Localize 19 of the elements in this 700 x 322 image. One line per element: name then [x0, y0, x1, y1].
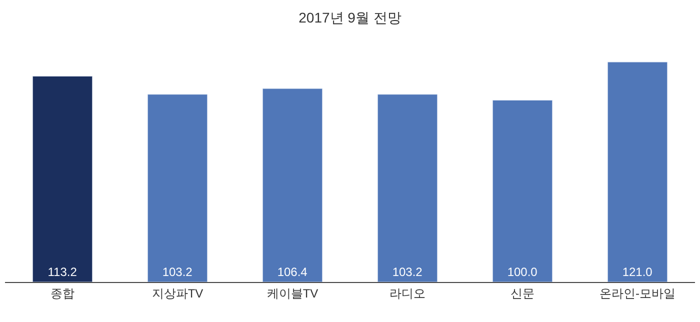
data-label: 100.0: [507, 265, 538, 279]
bar: [607, 62, 668, 282]
data-label: 113.2: [48, 265, 78, 279]
data-label: 103.2: [392, 265, 423, 279]
x-tick-label: 온라인-모바일: [600, 286, 676, 300]
bar: [32, 76, 93, 282]
x-tick-label: 라디오: [390, 286, 426, 300]
data-label: 121.0: [622, 265, 653, 279]
bar: [262, 88, 323, 282]
x-tick-label: 종합: [50, 286, 74, 300]
data-label: 103.2: [162, 265, 193, 279]
bar: [377, 94, 438, 282]
data-label: 106.4: [277, 265, 308, 279]
chart-title: 2017년 9월 전망: [298, 10, 402, 26]
bar: [492, 100, 553, 282]
bar: [147, 94, 208, 282]
x-tick-label: 케이블TV: [266, 286, 318, 300]
x-tick-label: 지상파TV: [152, 286, 204, 300]
x-tick-label: 신문: [510, 286, 534, 300]
